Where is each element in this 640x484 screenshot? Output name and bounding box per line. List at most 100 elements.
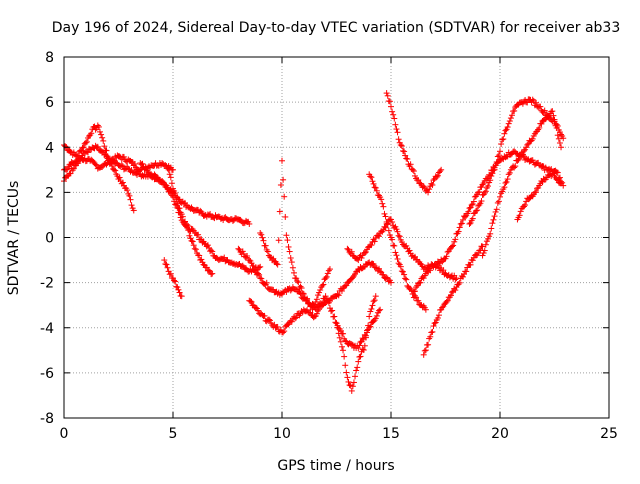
data-point: [479, 243, 486, 250]
data-point-interp: [162, 162, 169, 169]
data-point-interp: [289, 264, 296, 271]
data-point: [165, 166, 172, 173]
data-point-interp: [277, 182, 284, 189]
x-tick-label: 0: [60, 426, 69, 442]
x-tick-label: 5: [169, 426, 178, 442]
data-point-interp: [240, 250, 247, 257]
data-point-interp: [368, 174, 375, 181]
data-point-interp: [260, 237, 267, 244]
data-point-interp: [112, 167, 119, 174]
data-point: [560, 135, 567, 142]
data-point-interp: [452, 287, 459, 294]
data-point-interp: [394, 256, 401, 263]
data-point-interp: [473, 207, 480, 214]
data-point-interp: [341, 353, 348, 360]
data-point-interp: [256, 264, 263, 271]
data-point-interp: [162, 261, 169, 268]
data-point: [348, 387, 355, 394]
data-point-interp: [342, 362, 349, 369]
data-point-interp: [324, 270, 331, 277]
data-point-interp: [198, 256, 205, 263]
data-point-interp: [255, 270, 262, 277]
data-point-interp: [322, 275, 329, 282]
data-point-interp: [248, 298, 255, 305]
data-point-interp: [482, 241, 489, 248]
data-point-interp: [166, 188, 173, 195]
data-point-interp: [394, 129, 401, 136]
data-point-interp: [67, 170, 74, 177]
y-axis-label: SDTVAR / TECUs: [6, 181, 22, 296]
data-point-interp: [516, 152, 523, 159]
data-point-interp: [502, 180, 509, 187]
data-point-interp: [336, 334, 343, 341]
data-point-interp: [357, 353, 364, 360]
data-point-interp: [153, 174, 160, 181]
data-point-interp: [79, 144, 86, 151]
data-point-interp: [370, 261, 377, 268]
data-point: [420, 351, 427, 358]
data-point-interp: [492, 208, 499, 215]
data-point-interp: [499, 136, 506, 143]
data-point-interp: [407, 161, 414, 168]
data-point-interp: [467, 219, 474, 226]
data-point-interp: [286, 248, 293, 255]
data-point-interp: [250, 262, 257, 269]
data-point-interp: [443, 298, 450, 305]
data-point-interp: [422, 347, 429, 354]
data-point-interp: [392, 249, 399, 256]
data-point-interp: [371, 238, 378, 245]
data-point-interp: [555, 135, 562, 142]
data-point-interp: [168, 180, 175, 187]
data-point: [124, 187, 131, 194]
data-point-interp: [258, 275, 265, 282]
data-point-interp: [101, 143, 108, 150]
data-point-interp: [119, 179, 126, 186]
data-point-interp: [475, 250, 482, 257]
data-point-interp: [171, 277, 178, 284]
data-point-interp: [537, 103, 544, 110]
data-point-interp: [506, 118, 513, 125]
data-point-interp: [458, 220, 465, 227]
data-point-interp: [502, 127, 509, 134]
data-point-interp: [316, 289, 323, 296]
data-point-interp: [411, 288, 418, 295]
data-point-interp: [488, 173, 495, 180]
data-point-interp: [397, 141, 404, 148]
data-point-interp: [367, 308, 374, 315]
data-point-interp: [335, 292, 342, 299]
data-point-interp: [410, 168, 417, 175]
data-point-interp: [204, 242, 211, 249]
data-point-interp: [481, 247, 488, 254]
data-point-interp: [398, 268, 405, 275]
data-point: [372, 184, 379, 191]
data-point-interp: [172, 278, 179, 285]
data-point-interp: [538, 120, 545, 127]
data-point-interp: [88, 130, 95, 137]
data-point-interp: [244, 252, 251, 259]
data-point-interp: [382, 224, 389, 231]
data-point-interp: [179, 213, 186, 220]
data-point: [553, 169, 560, 176]
data-point-interp: [99, 134, 106, 141]
data-point-interp: [386, 98, 393, 105]
y-tick-labels: -8 -6 -4 -2 0 2 4 6 8: [40, 50, 54, 427]
data-point-interp: [288, 259, 295, 266]
x-tick-label: 10: [273, 426, 291, 442]
data-point-interp: [209, 248, 216, 255]
data-point-interp: [164, 185, 171, 192]
data-point-interp: [346, 382, 353, 389]
data-point: [309, 306, 316, 313]
data-point-interp: [325, 299, 332, 306]
data-point-interp: [348, 341, 355, 348]
data-point-interp: [280, 329, 287, 336]
data-point-interp: [356, 353, 363, 360]
data-point-interp: [468, 201, 475, 208]
data-point-interp: [329, 307, 336, 314]
data-point-interp: [349, 274, 356, 281]
data-point-interp: [432, 319, 439, 326]
data-point-interp: [497, 148, 503, 155]
data-point-interp: [433, 173, 440, 180]
data-point-interp: [399, 268, 406, 275]
data-point-interp: [365, 322, 372, 329]
